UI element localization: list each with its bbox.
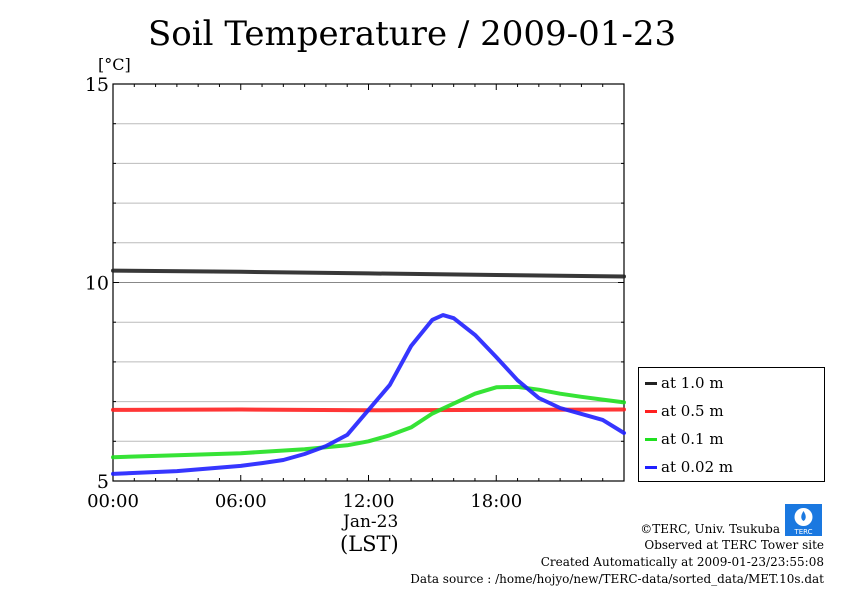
legend-item: at 0.02 m [645, 457, 733, 477]
chart-title: Soil Temperature / 2009-01-23 [148, 14, 677, 54]
copyright: ©TERC, Univ. Tsukuba [640, 522, 780, 536]
x-tick-label: 06:00 [215, 491, 267, 512]
x-axis-label: (LST) [340, 532, 399, 556]
x-tick-label: 18:00 [470, 491, 522, 512]
legend-swatch [645, 437, 657, 441]
created-timestamp: Created Automatically at 2009-01-23/23:5… [540, 555, 824, 569]
x-tick-label: 00:00 [87, 491, 139, 512]
series-line-at-1-0-m [111, 268, 626, 279]
legend-swatch [645, 409, 657, 413]
legend-item: at 0.5 m [645, 401, 724, 421]
legend-swatch [645, 381, 657, 385]
y-tick-label: 10 [85, 273, 109, 295]
x-tick-label: 12:00 [343, 491, 395, 512]
legend-label: at 0.02 m [661, 458, 734, 476]
svg-text:TERC: TERC [793, 528, 812, 536]
y-tick-label: 15 [85, 74, 109, 96]
observed-site: Observed at TERC Tower site [644, 538, 824, 552]
date-label: Jan-23 [343, 512, 399, 532]
data-source: Data source : /home/hojyo/new/TERC-data/… [410, 572, 824, 586]
series-line-at-0-1-m [111, 384, 626, 460]
legend-label: at 0.5 m [661, 402, 724, 420]
legend: at 1.0 m at 0.5 m at 0.1 m at 0.02 m [638, 367, 825, 482]
legend-swatch [645, 465, 657, 469]
y-axis-unit: [°C] [98, 55, 131, 74]
legend-label: at 1.0 m [661, 374, 724, 392]
y-tick-label: 5 [97, 471, 109, 493]
series-line-at-0-02-m [111, 313, 626, 476]
legend-item: at 1.0 m [645, 373, 724, 393]
legend-label: at 0.1 m [661, 430, 724, 448]
terc-logo: TERC [785, 504, 822, 536]
legend-item: at 0.1 m [645, 429, 724, 449]
